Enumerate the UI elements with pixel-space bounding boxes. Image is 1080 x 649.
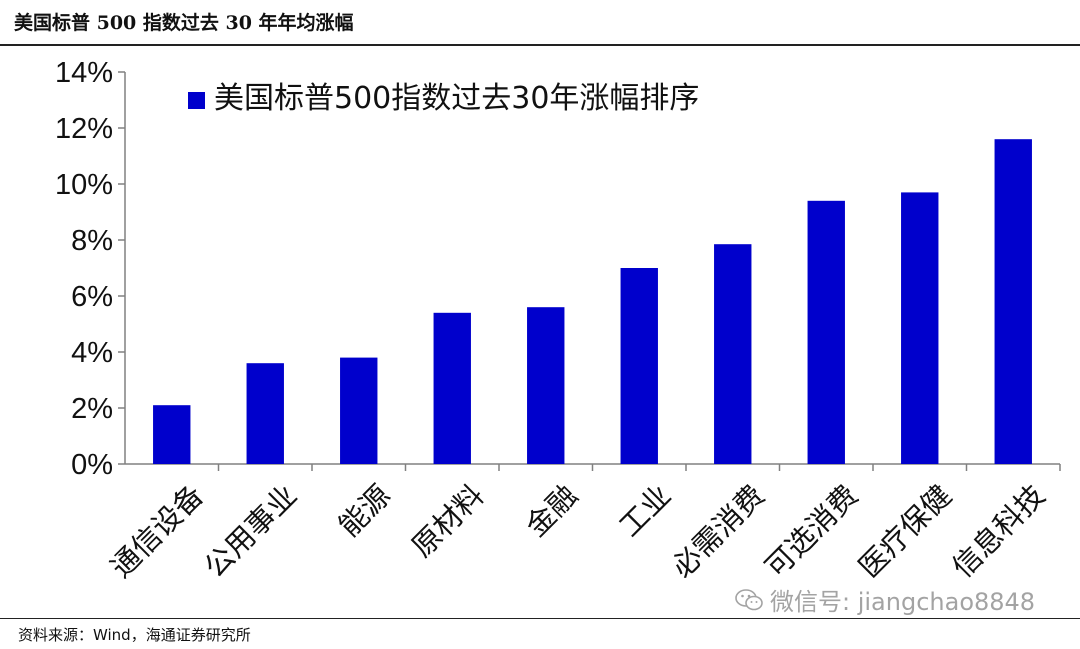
figure-title: 美国标普 500 指数过去 30 年年均涨幅 bbox=[14, 12, 354, 34]
bar bbox=[714, 244, 752, 464]
x-tick-label: 信息科技 bbox=[945, 478, 1051, 584]
y-tick-label: 2% bbox=[71, 393, 113, 425]
watermark-text: 微信号: jiangchao8848 bbox=[770, 588, 1036, 616]
watermark: 微信号: jiangchao8848 bbox=[734, 582, 1035, 617]
x-tick-label: 必需消费 bbox=[665, 478, 771, 584]
bar bbox=[527, 307, 565, 464]
bar bbox=[901, 192, 939, 464]
bar bbox=[433, 312, 471, 464]
source-rule bbox=[0, 618, 1080, 619]
y-tick-label: 0% bbox=[71, 449, 113, 481]
x-tick-label: 能源 bbox=[332, 478, 397, 543]
y-tick-label: 12% bbox=[55, 113, 113, 145]
title-rule bbox=[0, 44, 1080, 46]
x-tick-label: 工业 bbox=[612, 478, 677, 543]
source-note: 资料来源：Wind，海通证券研究所 bbox=[18, 626, 251, 644]
y-tick-label: 14% bbox=[55, 57, 113, 89]
x-tick-label: 可选消费 bbox=[758, 478, 864, 584]
legend-label: 美国标普500指数过去30年涨幅排序 bbox=[214, 81, 699, 116]
bar bbox=[153, 405, 191, 464]
wechat-icon bbox=[735, 588, 763, 610]
bar bbox=[340, 357, 378, 464]
bar bbox=[620, 268, 658, 464]
bar bbox=[994, 139, 1032, 464]
y-tick-label: 8% bbox=[71, 225, 113, 257]
bar bbox=[807, 200, 845, 465]
x-tick-label: 金融 bbox=[519, 478, 584, 543]
y-tick-label: 4% bbox=[71, 337, 113, 369]
legend-swatch bbox=[188, 92, 205, 109]
x-tick-label: 公用事业 bbox=[197, 478, 303, 584]
x-tick-label: 通信设备 bbox=[104, 478, 210, 584]
y-tick-label: 10% bbox=[55, 169, 113, 201]
x-tick-label: 医疗保健 bbox=[852, 478, 958, 584]
bar bbox=[246, 363, 284, 464]
x-tick-label: 原材料 bbox=[405, 478, 491, 564]
y-tick-label: 6% bbox=[71, 281, 113, 313]
